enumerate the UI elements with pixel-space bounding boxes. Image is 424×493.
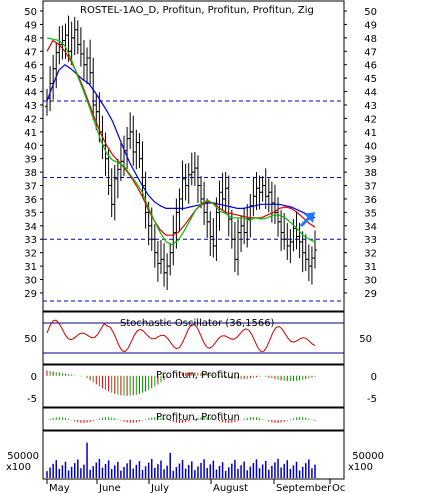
price-tick-label-right: 31 (364, 262, 377, 273)
candlestick-series (45, 15, 317, 291)
stochastic-k-line (46, 319, 316, 352)
price-tick-label-right: 44 (364, 88, 377, 99)
date-tick-label: May (49, 483, 70, 493)
histogram-tick-label-right: 0 (371, 372, 377, 383)
price-tick-label-right: 36 (364, 195, 377, 206)
date-axis: May June July August September Oc (46, 479, 345, 493)
price-tick-label-left: 50 (24, 7, 37, 18)
price-tick-label-right: 49 (364, 20, 377, 31)
price-tick-label-right: 50 (364, 7, 377, 18)
price-tick-label-left: 40 (24, 141, 37, 152)
price-tick-label-left: 48 (24, 34, 37, 45)
price-tick-label-right: 41 (364, 128, 377, 139)
histogram-title: Profitun, Profitun (156, 370, 240, 381)
histogram-panel-frame (42, 364, 345, 408)
volume-series: 50000 50000 (7, 442, 384, 478)
histogram-tick-label-right: -5 (367, 394, 377, 405)
price-tick-label-left: 41 (24, 128, 37, 139)
price-tick-label-left: 35 (24, 208, 37, 219)
price-tick-label-left: 29 (24, 289, 37, 300)
stochastic-title: Stochastic Oscillator (36,1566) (120, 318, 275, 329)
volume-tick-label-left: 50000 (7, 451, 39, 462)
price-tick-label-left: 33 (24, 235, 37, 246)
date-tick-label: September (276, 483, 332, 493)
volume-tick-label-right: 50000 (352, 451, 384, 462)
price-tick-label-left: 32 (24, 249, 37, 260)
price-tick-label-left: 45 (24, 74, 37, 85)
price-title: ROSTEL-1AO_D, Profitun, Profitun, Profit… (80, 5, 314, 16)
date-tick-label: June (98, 483, 121, 493)
price-tick-label-right: 38 (364, 168, 377, 179)
price-tick-label-left: 44 (24, 88, 37, 99)
price-tick-label-right: 35 (364, 208, 377, 219)
price-axis: 29 29 30 30 31 31 32 32 33 33 34 34 35 35 36 36 37 37 38 38… (24, 7, 377, 300)
date-tick-label: August (213, 483, 248, 493)
price-tick-label-right: 43 (364, 101, 377, 112)
price-tick-label-left: 38 (24, 168, 37, 179)
price-tick-label-right: 45 (364, 74, 377, 85)
price-tick-label-left: 36 (24, 195, 37, 206)
price-tick-label-left: 43 (24, 101, 37, 112)
price-tick-label-left: 47 (24, 47, 37, 58)
price-tick-label-right: 48 (364, 34, 377, 45)
ma-fast-line (46, 37, 316, 246)
date-tick-label: Oc (332, 483, 345, 493)
price-panel-frame (42, 0, 345, 312)
price-tick-label-right: 32 (364, 249, 377, 260)
histogram2-series (49, 417, 316, 423)
date-tick-label: July (150, 483, 169, 493)
price-tick-label-left: 39 (24, 155, 37, 166)
histogram-tick-label-left: -5 (27, 394, 37, 405)
price-tick-label-left: 31 (24, 262, 37, 273)
histogram-tick-label-left: 0 (31, 372, 37, 383)
price-tick-label-right: 39 (364, 155, 377, 166)
price-tick-label-left: 37 (24, 182, 37, 193)
price-tick-label-right: 40 (364, 141, 377, 152)
price-tick-label-right: 47 (364, 47, 377, 58)
histogram2-panel-frame (42, 407, 345, 431)
histogram2-title: Profitun, Profitun (156, 412, 240, 423)
ma-slow-line (46, 63, 316, 219)
price-tick-label-right: 34 (364, 222, 377, 233)
price-tick-label-right: 29 (364, 289, 377, 300)
price-tick-label-left: 46 (24, 61, 37, 72)
price-tick-label-right: 42 (364, 114, 377, 125)
volume-unit-left: x100 (6, 462, 31, 473)
ma-mid-line (46, 39, 316, 236)
histogram-series: 0 0 -5 -5 (27, 370, 377, 405)
stochastic-tick-label-right: 50 (359, 334, 372, 345)
price-tick-label-left: 30 (24, 276, 37, 287)
arrow-up-right-icon (299, 212, 315, 228)
volume-unit-right: x100 (348, 462, 373, 473)
price-tick-label-left: 42 (24, 114, 37, 125)
price-tick-label-left: 49 (24, 20, 37, 31)
moving-averages (46, 37, 316, 246)
price-tick-label-left: 34 (24, 222, 37, 233)
price-tick-label-right: 37 (364, 182, 377, 193)
stochastic-tick-label-left: 50 (24, 334, 37, 345)
price-tick-label-right: 46 (364, 61, 377, 72)
price-tick-label-right: 33 (364, 235, 377, 246)
price-tick-label-right: 30 (364, 276, 377, 287)
stochastic-series: 50 50 (24, 319, 372, 354)
